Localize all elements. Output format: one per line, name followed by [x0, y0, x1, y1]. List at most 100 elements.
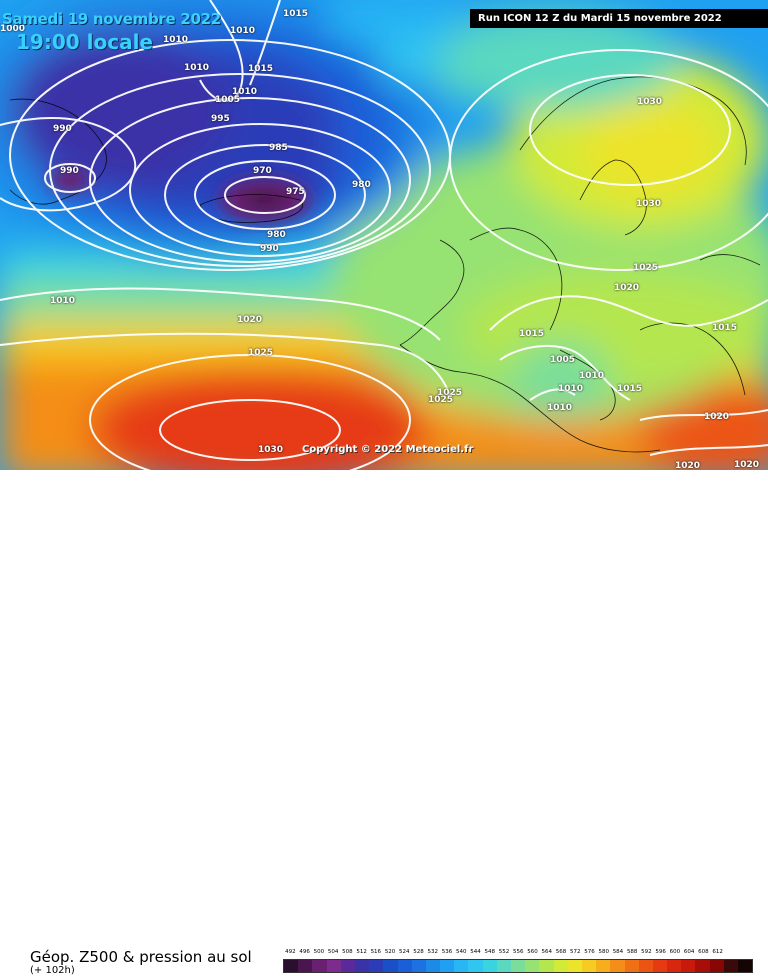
isobar-label: 1030	[258, 445, 284, 455]
legend-label: 604	[683, 949, 695, 955]
legend-swatch	[383, 960, 398, 972]
isobar-label: 1025	[248, 348, 274, 358]
legend-label: 612	[712, 949, 723, 955]
legend-label: 588	[626, 949, 638, 955]
legend-label: 516	[370, 949, 382, 955]
legend-swatch	[681, 960, 696, 972]
legend-swatch	[695, 960, 710, 972]
legend-label: 508	[342, 949, 353, 955]
legend-label: 512	[356, 949, 367, 955]
legend-label: 528	[413, 949, 424, 955]
legend-swatch	[610, 960, 625, 972]
legend-label: 576	[584, 949, 595, 955]
geopotential-field	[0, 0, 768, 470]
legend-label: 500	[313, 949, 325, 955]
legend-swatch	[454, 960, 469, 972]
isobar-label: 1010	[184, 63, 210, 73]
legend-label: 520	[384, 949, 396, 955]
legend-swatch	[624, 960, 639, 972]
legend-swatch	[709, 960, 724, 972]
legend-swatch	[369, 960, 384, 972]
isobar-label: 1010	[558, 384, 584, 394]
color-legend	[283, 959, 753, 973]
legend-label: 532	[427, 949, 439, 955]
legend-swatch	[440, 960, 455, 972]
isobar-label: 1010	[579, 371, 605, 381]
isobar-label: 1015	[248, 64, 274, 74]
legend-swatch	[553, 960, 568, 972]
legend-swatch	[581, 960, 597, 972]
isobar-label: 1005	[215, 95, 241, 105]
legend-swatch	[354, 960, 370, 972]
legend-swatch	[567, 960, 582, 972]
legend-label: 536	[441, 949, 453, 955]
isobar-label: 1015	[283, 9, 309, 19]
legend-swatch	[511, 960, 526, 972]
legend-swatch	[638, 960, 653, 972]
isobar-label: 1025	[437, 388, 463, 398]
legend-label: 564	[541, 949, 552, 955]
map-subtitle: (+ 102h)	[30, 965, 75, 976]
legend-label: 492	[285, 949, 296, 955]
legend-swatch	[723, 960, 738, 972]
legend-label: 524	[399, 949, 410, 955]
legend-label: 592	[641, 949, 652, 955]
legend-label: 540	[456, 949, 467, 955]
legend-label: 600	[669, 949, 681, 955]
legend-swatch	[596, 960, 611, 972]
legend-swatch	[326, 960, 341, 972]
legend-label: 552	[498, 949, 510, 955]
legend-label: 572	[569, 949, 581, 955]
isobar-label: 1015	[519, 329, 545, 339]
legend-swatch	[411, 960, 426, 972]
isobar-label: 1010	[232, 87, 258, 97]
legend-label: 560	[527, 949, 538, 955]
legend-swatch	[482, 960, 497, 972]
legend-swatch	[738, 960, 753, 972]
legend-label: 544	[470, 949, 481, 955]
legend-label: 496	[299, 949, 310, 955]
isobar-label: 1020	[675, 461, 701, 470]
isobar-label: 1025	[633, 263, 659, 273]
copyright: Copyright © 2022 Meteociel.fr	[302, 444, 474, 455]
legend-swatch	[425, 960, 441, 972]
legend-label: 504	[327, 949, 339, 955]
isobar-label: 1000	[0, 24, 26, 34]
isobar-label: 1025	[428, 395, 454, 405]
legend-swatch	[340, 960, 355, 972]
legend-label: 580	[598, 949, 609, 955]
isobar-label: 1010	[163, 35, 189, 45]
legend-swatch	[298, 960, 313, 972]
legend-swatch	[539, 960, 554, 972]
isobar-label: 1020	[614, 283, 640, 293]
legend-label: 596	[655, 949, 666, 955]
isobar-label: 1020	[704, 412, 730, 422]
legend-label: 548	[484, 949, 496, 955]
weather-map: 1015 1010 1010 1010 1015 1010 1005 995 9…	[0, 0, 768, 470]
isobar-label: 1020	[237, 315, 263, 325]
run-banner: Run ICON 12 Z du Mardi 15 novembre 2022	[470, 9, 768, 28]
legend-swatch	[525, 960, 540, 972]
isobar-label: 990	[60, 166, 79, 176]
legend-swatch	[468, 960, 483, 972]
legend-swatch	[312, 960, 327, 972]
legend-label: 568	[555, 949, 567, 955]
isobar-label: 1010	[230, 26, 256, 36]
isobar-label: 1010	[547, 403, 573, 413]
isobar-label: 990	[53, 124, 72, 134]
legend-swatch	[284, 960, 299, 972]
isobar-label: 1020	[734, 460, 760, 470]
isobar-label: 1010	[50, 296, 76, 306]
isobar-label: 1005	[550, 355, 576, 365]
isobar-label: 985	[269, 143, 288, 153]
isobar-label: 1015	[712, 323, 738, 333]
isobar-label: 1030	[636, 199, 662, 209]
legend-swatch	[652, 960, 668, 972]
legend-label: 584	[612, 949, 624, 955]
valid-time: 19:00 locale	[16, 30, 153, 54]
isobar-label: 975	[286, 187, 305, 197]
isobar-label: 980	[352, 180, 371, 190]
valid-date: Samedi 19 novembre 2022	[2, 10, 221, 28]
isobar-label: 995	[211, 114, 230, 124]
isobar-label: 990	[260, 244, 279, 254]
